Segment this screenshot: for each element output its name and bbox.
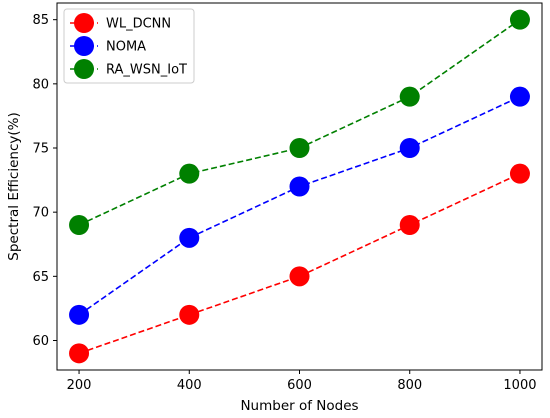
x-tick-label: 200 [67, 378, 92, 393]
data-point [179, 304, 200, 325]
series-line [78, 172, 521, 355]
x-axis-ticks: 200 400 600 800 1000 [67, 370, 537, 393]
y-tick-label: 85 [32, 13, 49, 28]
legend-label: WL_DCNN [106, 17, 171, 32]
data-point [399, 138, 420, 159]
data-point [509, 86, 530, 107]
data-point [289, 266, 310, 287]
data-point [69, 214, 90, 235]
legend-label: NOMA [106, 40, 146, 55]
legend-item-ra-wsn-iot: RA_WSN_IoT [70, 59, 187, 79]
x-tick-label: 1000 [503, 378, 536, 393]
y-tick-label: 65 [32, 270, 49, 285]
data-point [399, 214, 420, 235]
y-tick-label: 60 [32, 334, 49, 349]
y-tick-label: 75 [32, 142, 49, 157]
data-point [69, 343, 90, 364]
x-tick-label: 400 [177, 378, 202, 393]
legend-label: RA_WSN_IoT [106, 63, 187, 78]
y-axis-ticks: 60 65 70 75 80 85 [32, 13, 57, 349]
y-axis-label: Spectral Efficiency(%) [6, 112, 22, 260]
data-point [289, 138, 310, 159]
series-wl-dcnn [69, 163, 530, 364]
x-tick-label: 800 [397, 378, 422, 393]
data-point [509, 163, 530, 184]
data-point [509, 9, 530, 30]
data-point [179, 163, 200, 184]
y-tick-label: 70 [32, 206, 49, 221]
legend-item-noma: NOMA [70, 36, 146, 56]
data-point [289, 176, 310, 197]
data-point [69, 304, 90, 325]
series-noma [69, 86, 530, 325]
x-tick-label: 600 [287, 378, 312, 393]
data-point [399, 86, 420, 107]
data-point [179, 227, 200, 248]
legend-marker [74, 13, 94, 33]
y-tick-label: 80 [32, 77, 49, 92]
legend-marker [74, 59, 94, 79]
legend-marker [74, 36, 94, 56]
series-ra-wsn-iot [69, 9, 530, 235]
series-layer [69, 9, 530, 364]
legend-box [63, 8, 195, 84]
x-axis-label: Number of Nodes [240, 398, 358, 414]
legend-item-wl-dcnn: WL_DCNN [70, 13, 171, 33]
legend: WL_DCNN NOMA RA_WSN_IoT [63, 8, 195, 84]
